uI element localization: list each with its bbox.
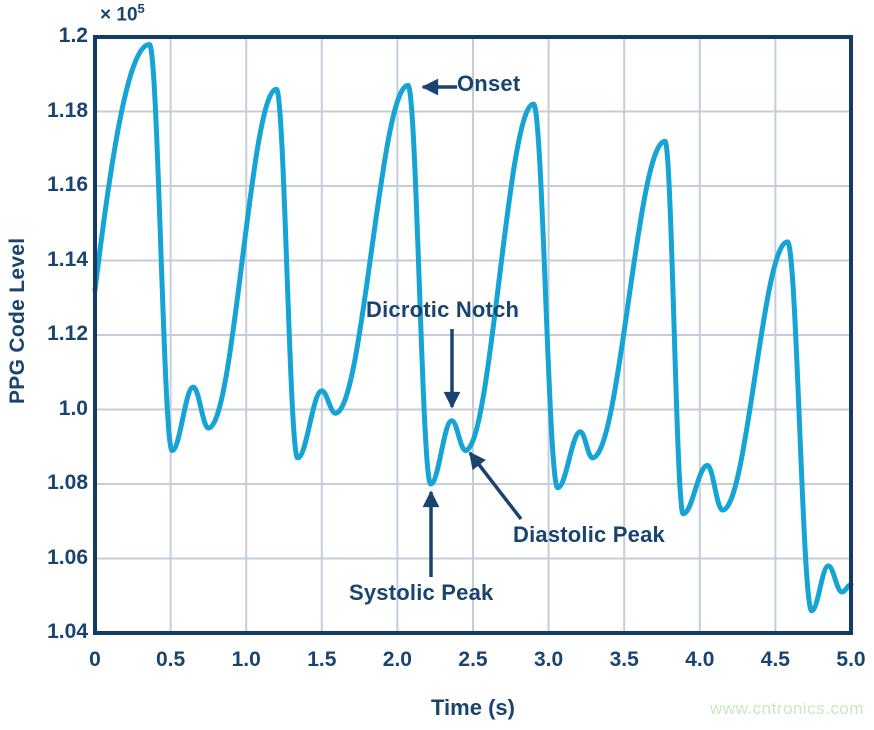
x-tick-label: 1.0: [231, 648, 261, 671]
annotation-systolic-peak: Systolic Peak: [349, 580, 494, 605]
y-tick-label: 1.0: [58, 396, 88, 420]
y-tick-label: 1.14: [47, 247, 88, 271]
x-tick-label: 4.5: [760, 648, 790, 671]
y-tick-label: 1.06: [47, 545, 88, 569]
x-tick-label: 1.5: [307, 648, 337, 671]
annotation-diastolic-peak: Diastolic Peak: [513, 522, 665, 547]
annotation-onset: Onset: [457, 71, 521, 96]
y-tick-label: 1.08: [47, 471, 88, 494]
x-tick-label: 3.0: [533, 648, 564, 671]
x-tick-label: 2.0: [382, 648, 412, 671]
x-tick-label: 0.5: [155, 648, 186, 671]
y-axis-multiplier: × 105: [100, 1, 145, 26]
x-axis-title: Time (s): [431, 695, 515, 720]
annotation-arrow-diastolic-peak: [468, 451, 523, 521]
annotation-dicrotic-notch: Dicrotic Notch: [366, 297, 520, 322]
y-axis-multiplier-exponent: 5: [137, 1, 145, 16]
x-tick-label: 5.0: [836, 648, 866, 671]
y-tick-label: 1.04: [47, 620, 88, 643]
plot-frame: [93, 35, 853, 635]
x-tick-label: 3.5: [609, 648, 639, 671]
y-axis-multiplier-base: × 10: [100, 4, 138, 26]
x-tick-label: 4.0: [685, 648, 715, 671]
y-tick-label: 1.18: [47, 98, 88, 122]
y-tick-label: 1.12: [47, 322, 88, 345]
y-tick-label: 1.16: [47, 173, 88, 196]
ppg-signal-line: [92, 42, 854, 614]
x-tick-label: 2.5: [458, 648, 488, 671]
x-tick-label: 0: [89, 648, 101, 671]
watermark: www.cntronics.com: [710, 699, 864, 718]
y-tick-label: 1.2: [58, 24, 88, 47]
